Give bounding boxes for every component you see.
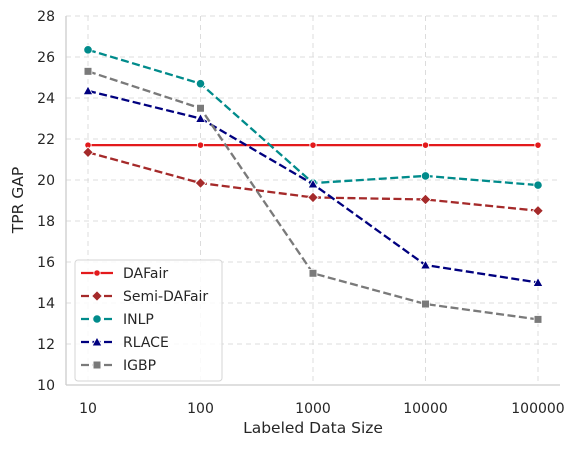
legend-marker-rlace bbox=[91, 336, 103, 347]
data-point-inlp bbox=[533, 180, 543, 190]
legend-label-semi-dafair: Semi-DAFair bbox=[123, 289, 208, 305]
data-point-semi-dafair bbox=[307, 191, 319, 204]
series-lines bbox=[82, 45, 544, 324]
y-tick-label: 26 bbox=[37, 50, 55, 66]
legend-item-dafair: DAFair bbox=[81, 266, 168, 282]
y-tick-label: 22 bbox=[37, 132, 55, 148]
x-tick-label: 100 bbox=[187, 401, 214, 417]
data-point-dafair bbox=[196, 141, 205, 149]
y-tick-label: 24 bbox=[37, 91, 55, 107]
data-point-igbp bbox=[421, 299, 430, 309]
data-point-rlace bbox=[420, 259, 431, 270]
series-dafair bbox=[84, 141, 542, 149]
legend-item-inlp: INLP bbox=[81, 312, 154, 328]
x-tick-label: 10 bbox=[79, 401, 97, 417]
data-point-inlp bbox=[420, 171, 431, 181]
data-point-semi-dafair bbox=[532, 204, 544, 217]
y-tick-label: 14 bbox=[37, 296, 55, 312]
legend-label-rlace: RLACE bbox=[123, 335, 169, 351]
legend-item-igbp: IGBP bbox=[81, 358, 156, 374]
y-tick-label: 20 bbox=[37, 173, 55, 189]
legend-item-semi-dafair: Semi-DAFair bbox=[81, 289, 208, 305]
y-tick-label: 28 bbox=[37, 9, 55, 25]
y-tick-label: 16 bbox=[37, 255, 55, 271]
data-point-rlace bbox=[195, 112, 206, 123]
tick-labels: 10 12 14 16 18 20 22 24 26 28 10 100 1000 10000 100000 bbox=[37, 9, 565, 417]
legend: DAFair Semi-DAFair INLP RLACE IGBP bbox=[74, 259, 223, 382]
data-point-dafair bbox=[534, 141, 542, 149]
legend-marker-inlp bbox=[92, 314, 102, 324]
y-tick-label: 10 bbox=[37, 378, 55, 394]
legend-marker-igbp bbox=[92, 360, 102, 370]
data-point-inlp bbox=[83, 45, 93, 55]
x-tick-label: 10000 bbox=[403, 401, 448, 417]
data-point-dafair bbox=[309, 141, 317, 149]
data-point-semi-dafair bbox=[419, 193, 432, 206]
y-tick-label: 18 bbox=[37, 214, 55, 230]
data-point-semi-dafair bbox=[82, 146, 94, 159]
series-rlace bbox=[82, 85, 544, 287]
x-axis-label: Labeled Data Size bbox=[243, 419, 383, 437]
x-tick-label: 100000 bbox=[511, 401, 564, 417]
legend-box bbox=[74, 259, 223, 382]
legend-label-inlp: INLP bbox=[123, 312, 154, 328]
legend-label-dafair: DAFair bbox=[123, 266, 168, 282]
series-igbp bbox=[83, 67, 543, 324]
legend-marker-dafair bbox=[93, 269, 101, 277]
series-semi-dafair bbox=[82, 146, 544, 217]
x-tick-label: 1000 bbox=[295, 401, 331, 417]
legend-marker-semi-dafair bbox=[91, 290, 103, 302]
legend-item-rlace: RLACE bbox=[81, 335, 169, 351]
data-point-igbp bbox=[533, 315, 543, 324]
data-point-rlace bbox=[82, 85, 94, 96]
data-point-inlp bbox=[195, 79, 206, 89]
data-point-dafair bbox=[421, 141, 430, 149]
y-tick-label: 12 bbox=[37, 337, 55, 353]
data-point-rlace bbox=[532, 276, 544, 287]
data-point-igbp bbox=[308, 268, 318, 278]
legend-label-igbp: IGBP bbox=[123, 358, 156, 374]
data-point-rlace bbox=[307, 178, 319, 189]
data-point-igbp bbox=[196, 103, 205, 113]
axes bbox=[65, 16, 560, 386]
data-point-igbp bbox=[83, 67, 93, 76]
data-point-semi-dafair bbox=[194, 177, 207, 189]
y-axis-label: TPR GAP bbox=[9, 167, 27, 234]
